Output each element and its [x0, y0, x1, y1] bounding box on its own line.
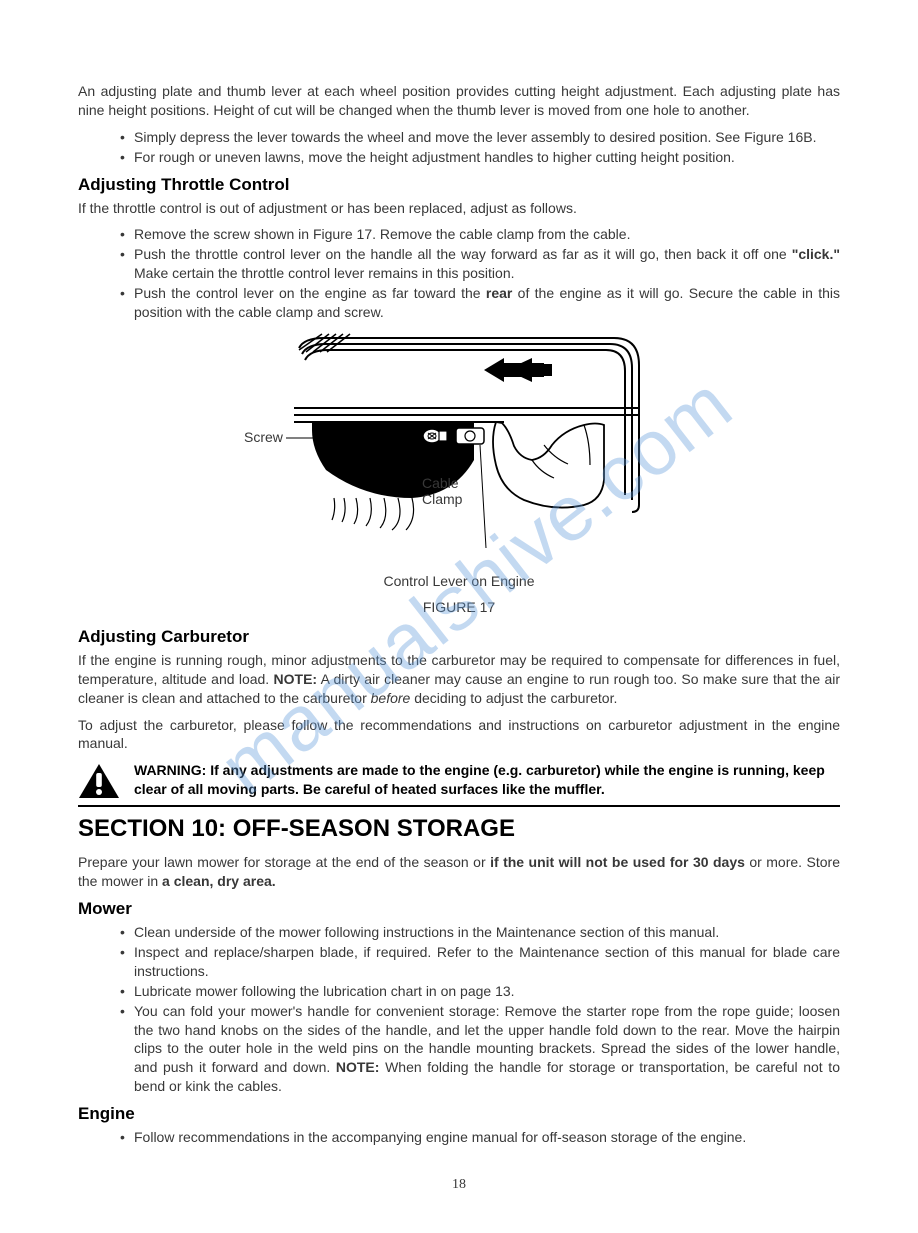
text-run: Prepare your lawn mower for storage at t… [78, 854, 490, 870]
list-item: Simply depress the lever towards the whe… [120, 128, 840, 147]
bold-run: NOTE: [274, 671, 318, 687]
intro-bullet-list: Simply depress the lever towards the whe… [120, 128, 840, 167]
list-item: Lubricate mower following the lubricatio… [120, 982, 840, 1001]
throttle-intro: If the throttle control is out of adjust… [78, 199, 840, 218]
text-run: deciding to adjust the carburetor. [410, 690, 617, 706]
intro-paragraph: An adjusting plate and thumb lever at ea… [78, 82, 840, 120]
control-lever-label: Control Lever on Engine [78, 573, 840, 589]
section-10-heading: SECTION 10: OFF-SEASON STORAGE [78, 815, 840, 843]
figure-caption: FIGURE 17 [78, 599, 840, 615]
warning-block: WARNING: If any adjustments are made to … [78, 761, 840, 799]
warning-icon [78, 763, 120, 799]
bold-run: "click." [792, 246, 840, 262]
clamp-label-2: Clamp [422, 491, 463, 507]
section-divider [78, 805, 840, 807]
list-item: For rough or uneven lawns, move the heig… [120, 148, 840, 167]
figure-17: Screw Cable Clamp Control Lever on Engin… [78, 330, 840, 615]
engine-bullet-list: Follow recommendations in the accompanyi… [120, 1128, 840, 1147]
text-run: Push the throttle control lever on the h… [134, 246, 792, 262]
figure-17-svg: Screw Cable Clamp [244, 330, 674, 560]
italic-run: before [371, 690, 411, 706]
bold-run: NOTE: [336, 1059, 380, 1075]
text-run: Push the control lever on the engine as … [134, 285, 486, 301]
list-item: Inspect and replace/sharpen blade, if re… [120, 943, 840, 981]
list-item: Push the control lever on the engine as … [120, 284, 840, 322]
page-number: 18 [78, 1177, 840, 1193]
bold-run: rear [486, 285, 512, 301]
text-run: Make certain the throttle control lever … [134, 265, 515, 281]
warning-text: WARNING: If any adjustments are made to … [134, 761, 840, 799]
clamp-label-1: Cable [422, 475, 459, 491]
list-item: Clean underside of the mower following i… [120, 923, 840, 942]
mower-heading: Mower [78, 899, 840, 919]
carb-para-1: If the engine is running rough, minor ad… [78, 651, 840, 708]
mower-bullet-list: Clean underside of the mower following i… [120, 923, 840, 1096]
screw-label: Screw [244, 429, 284, 445]
carb-para-2: To adjust the carburetor, please follow … [78, 716, 840, 754]
carburetor-heading: Adjusting Carburetor [78, 627, 840, 647]
throttle-heading: Adjusting Throttle Control [78, 175, 840, 195]
bold-run: if the unit will not be used for 30 days [490, 854, 745, 870]
section-10-intro: Prepare your lawn mower for storage at t… [78, 853, 840, 891]
list-item: Follow recommendations in the accompanyi… [120, 1128, 840, 1147]
list-item: Push the throttle control lever on the h… [120, 245, 840, 283]
bold-run: a clean, dry area. [162, 873, 276, 889]
engine-heading: Engine [78, 1104, 840, 1124]
list-item: You can fold your mower's handle for con… [120, 1002, 840, 1096]
throttle-bullet-list: Remove the screw shown in Figure 17. Rem… [120, 225, 840, 321]
list-item: Remove the screw shown in Figure 17. Rem… [120, 225, 840, 244]
